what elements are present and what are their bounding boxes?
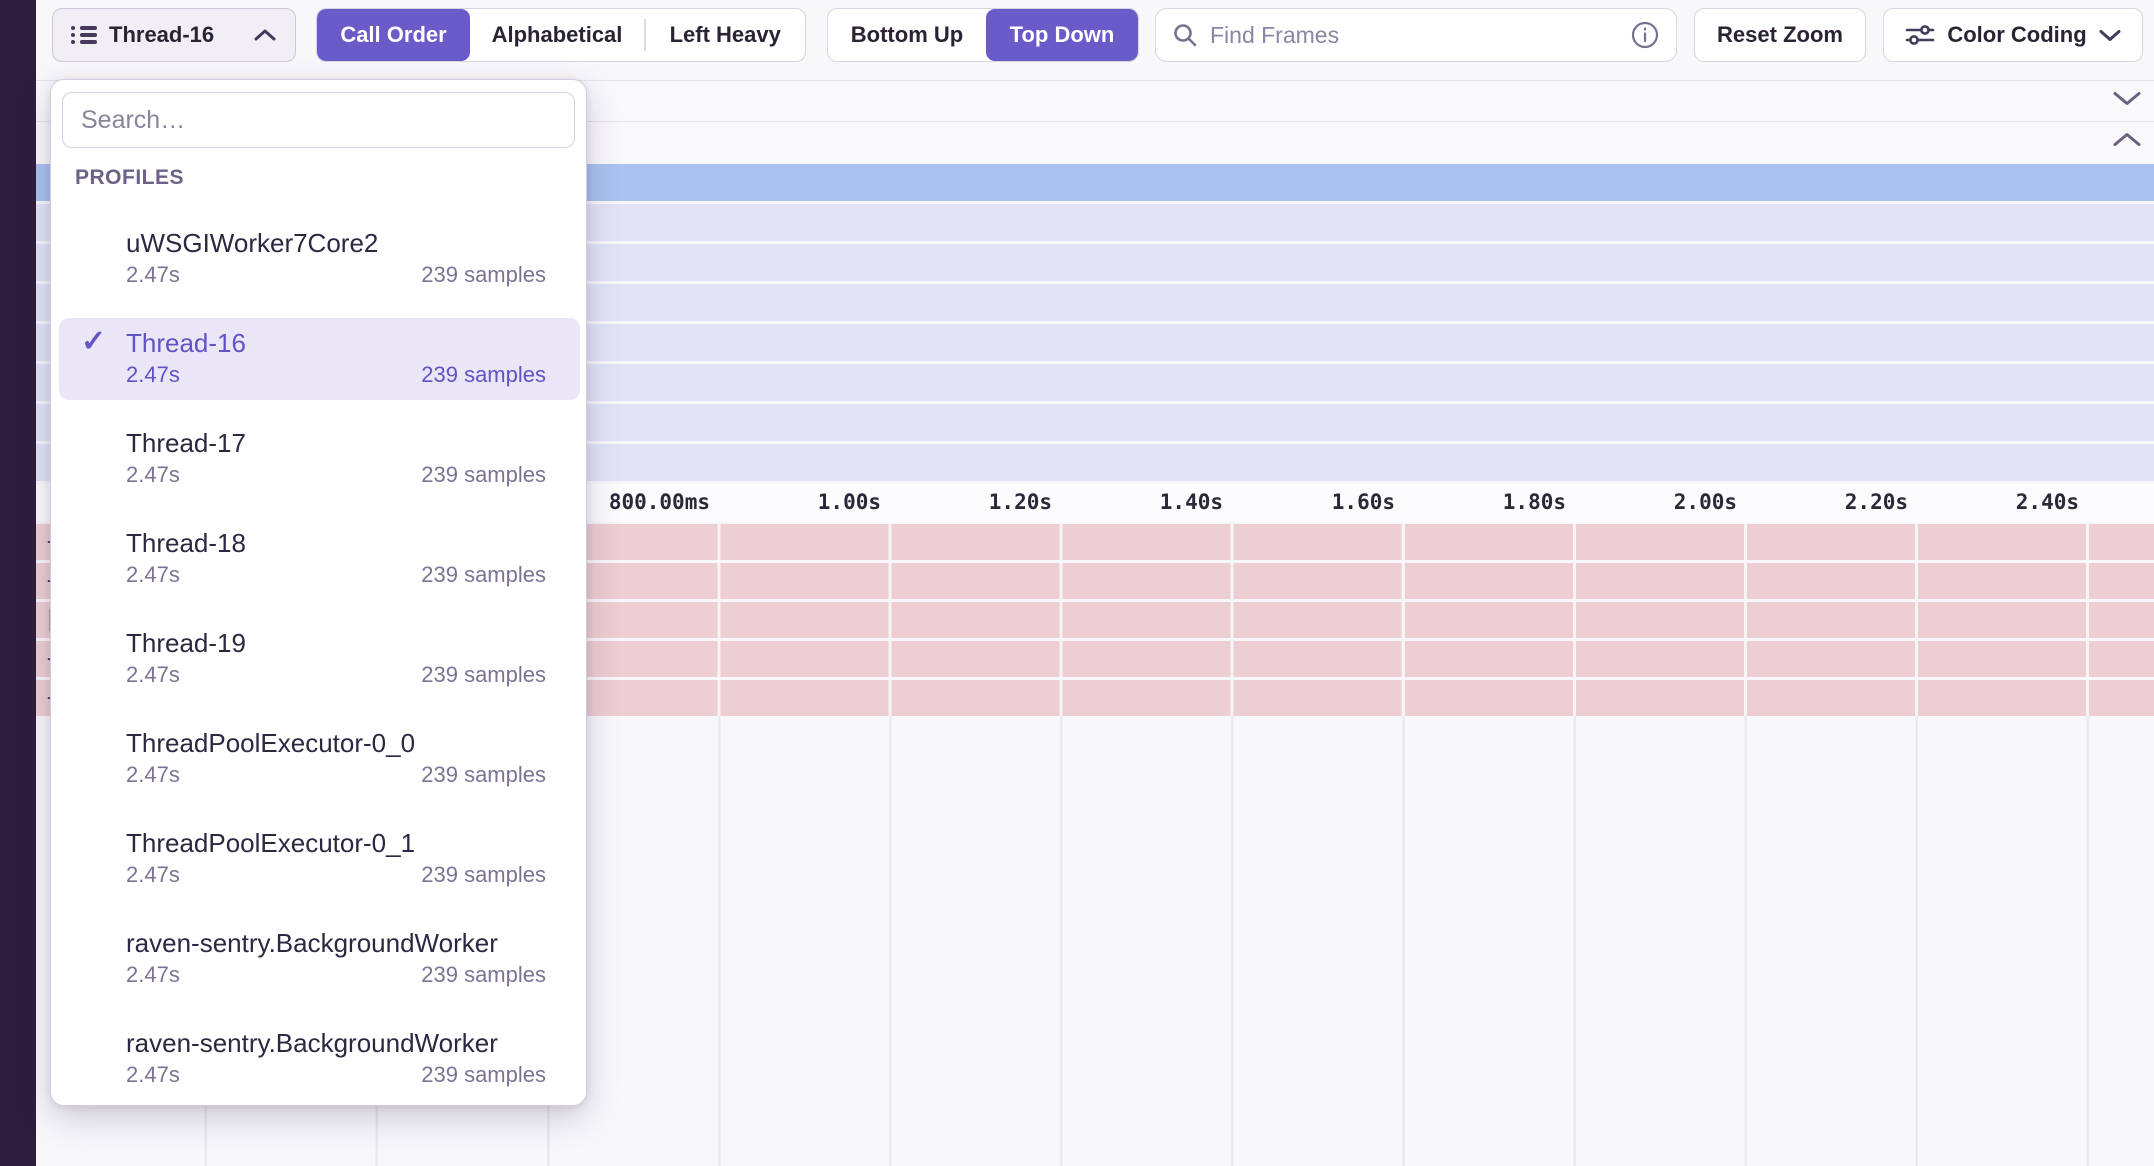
axis-tick-label: 1.40s [1159, 490, 1223, 514]
axis-tick-label: 1.60s [1331, 490, 1395, 514]
info-icon[interactable] [1630, 20, 1660, 50]
thread-option[interactable]: raven-sentry.BackgroundWorker 2.47s 239 … [59, 918, 580, 1000]
thread-samples: 239 samples [421, 962, 546, 987]
axis-tick-label: 1.20s [988, 490, 1052, 514]
tab-alphabetical[interactable]: Alphabetical [491, 22, 623, 47]
search-icon [1174, 24, 1197, 47]
thread-search-input[interactable] [62, 92, 575, 148]
thread-duration: 2.47s [126, 562, 180, 587]
thread-duration: 2.47s [126, 662, 180, 687]
axis-tick-label: 2.20s [1844, 490, 1908, 514]
thread-option[interactable]: Thread-17 2.47s 239 samples [59, 418, 580, 500]
thread-option[interactable]: ThreadPoolExecutor-0_0 2.47s 239 samples [59, 718, 580, 800]
thread-option[interactable]: uWSGIWorker7Core2 2.47s 239 samples [59, 218, 580, 300]
collapse-chevron-up-icon[interactable] [2112, 132, 2142, 153]
thread-option-selected[interactable]: ✓ Thread-16 2.47s 239 samples [59, 318, 580, 400]
thread-selector-button[interactable]: Thread-16 [52, 8, 296, 62]
reset-zoom-button[interactable]: Reset Zoom [1694, 8, 1866, 62]
thread-name: Thread-17 [126, 428, 246, 458]
tab-left-heavy[interactable]: Left Heavy [669, 22, 781, 47]
axis-tick-label: 1.00s [817, 490, 881, 514]
thread-name: Thread-16 [126, 328, 246, 358]
collapse-chevron-down-icon[interactable] [2112, 91, 2142, 112]
segment-divider [644, 19, 646, 51]
thread-name: ThreadPoolExecutor-0_1 [126, 828, 416, 858]
thread-duration: 2.47s [126, 862, 180, 887]
thread-duration: 2.47s [126, 462, 180, 487]
thread-duration: 2.47s [126, 762, 180, 787]
app-sidebar-strip [0, 0, 36, 1166]
thread-name: uWSGIWorker7Core2 [126, 228, 379, 258]
sliders-icon [1906, 25, 1935, 45]
thread-duration: 2.47s [126, 962, 180, 987]
thread-duration: 2.47s [126, 362, 180, 387]
thread-name: ThreadPoolExecutor-0_0 [126, 728, 416, 758]
thread-selector-label: Thread-16 [109, 22, 215, 47]
thread-name: Thread-19 [126, 628, 246, 658]
tab-top-down[interactable]: Top Down [986, 9, 1138, 61]
axis-tick-label: 2.00s [1673, 490, 1737, 514]
thread-duration: 2.47s [126, 262, 180, 287]
thread-samples: 239 samples [421, 562, 546, 587]
thread-list-icon [71, 24, 97, 46]
axis-tick-label: 2.40s [2015, 490, 2079, 514]
thread-name: raven-sentry.BackgroundWorker [126, 928, 498, 958]
checkmark-icon: ✓ [81, 325, 107, 358]
thread-samples: 239 samples [421, 362, 546, 387]
sort-order-segmented-control: Call Order Alphabetical Left Heavy [316, 8, 806, 62]
thread-name: raven-sentry.BackgroundWorker [126, 1028, 498, 1058]
thread-dropdown-panel: PROFILES uWSGIWorker7Core2 2.47s 239 sam… [50, 79, 587, 1106]
find-frames-searchbox[interactable] [1155, 8, 1677, 62]
thread-name: Thread-18 [126, 528, 246, 558]
thread-option[interactable]: raven-sentry.BackgroundWorker 2.47s 239 … [59, 1018, 580, 1100]
direction-segmented-control: Bottom Up Top Down [827, 8, 1139, 62]
axis-tick-label: 800.00ms [608, 490, 710, 514]
thread-option[interactable]: ThreadPoolExecutor-0_1 2.47s 239 samples [59, 818, 580, 900]
thread-samples: 239 samples [421, 662, 546, 687]
tab-call-order[interactable]: Call Order [317, 9, 470, 61]
thread-duration: 2.47s [126, 1062, 180, 1087]
chevron-down-icon [2099, 29, 2121, 41]
color-coding-button[interactable]: Color Coding [1883, 8, 2143, 62]
color-coding-label: Color Coding [1947, 22, 2087, 47]
thread-option[interactable]: Thread-18 2.47s 239 samples [59, 518, 580, 600]
find-frames-input[interactable] [1210, 21, 1618, 49]
tab-bottom-up[interactable]: Bottom Up [850, 22, 964, 47]
thread-samples: 239 samples [421, 762, 546, 787]
chevron-up-icon [253, 22, 277, 48]
thread-samples: 239 samples [421, 1062, 546, 1087]
thread-samples: 239 samples [421, 462, 546, 487]
profiles-section-label: PROFILES [75, 166, 185, 189]
thread-samples: 239 samples [421, 262, 546, 287]
thread-samples: 239 samples [421, 862, 546, 887]
thread-option[interactable]: Thread-19 2.47s 239 samples [59, 618, 580, 700]
reset-zoom-label: Reset Zoom [1717, 22, 1843, 47]
axis-tick-label: 1.80s [1502, 490, 1566, 514]
